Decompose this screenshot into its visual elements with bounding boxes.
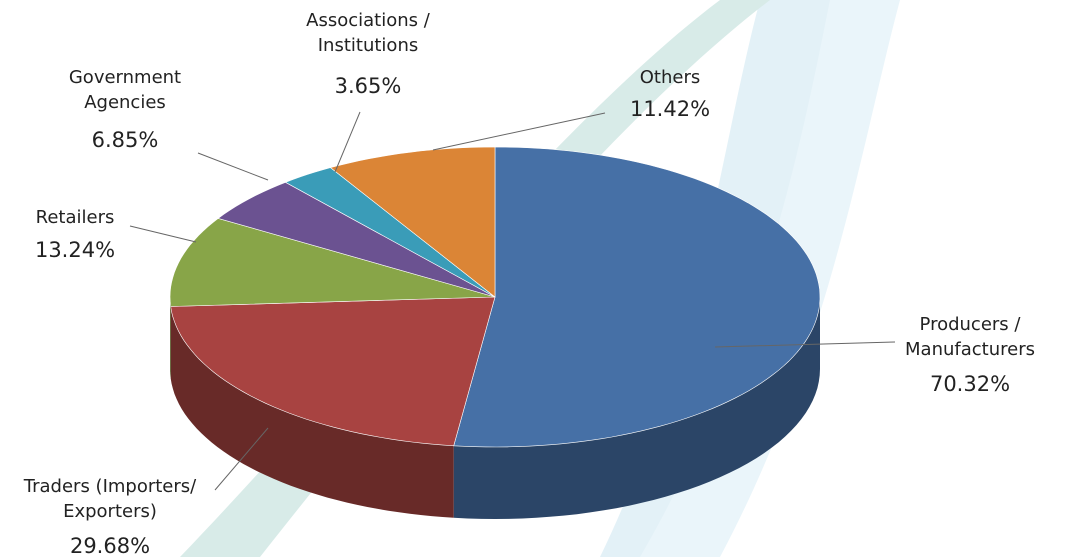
leader-line bbox=[129, 225, 197, 243]
leader-lines bbox=[129, 111, 896, 491]
slice bbox=[169, 218, 496, 307]
leader-line bbox=[334, 111, 361, 173]
slice-label: Retailers bbox=[35, 207, 115, 228]
leader-line bbox=[714, 341, 896, 348]
slice bbox=[329, 146, 496, 298]
value-label: 13.24% bbox=[34, 238, 116, 262]
leader-line bbox=[197, 152, 269, 181]
slice-side bbox=[453, 297, 820, 519]
pie bbox=[169, 146, 821, 519]
leader-line bbox=[432, 112, 606, 151]
leader-line bbox=[214, 427, 269, 491]
slice-label: Producers / Manufacturers bbox=[905, 314, 1035, 360]
slice-label: Associations / Institutions bbox=[306, 10, 430, 56]
slice bbox=[284, 167, 496, 298]
value-label: 11.42% bbox=[629, 97, 711, 121]
value-label: 29.68% bbox=[69, 534, 151, 557]
slice-label: Government Agencies bbox=[68, 67, 182, 113]
slice bbox=[217, 181, 496, 298]
value-label: 70.32% bbox=[929, 372, 1011, 396]
slice-side bbox=[170, 297, 171, 379]
slice bbox=[170, 296, 496, 447]
slice-label: Traders (Importers/ Exporters) bbox=[23, 476, 197, 522]
value-label: 6.85% bbox=[91, 128, 159, 152]
value-label: 3.65% bbox=[334, 74, 402, 98]
slice-label: Others bbox=[639, 67, 701, 88]
slice bbox=[453, 146, 821, 448]
slice-side bbox=[170, 306, 454, 518]
